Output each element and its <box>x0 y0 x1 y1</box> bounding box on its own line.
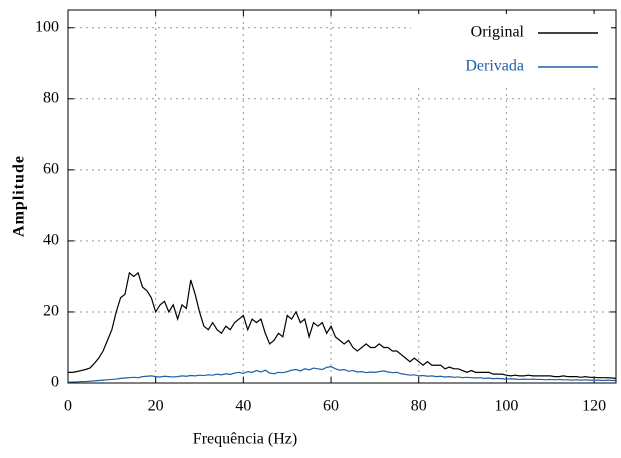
x-tick-label: 120 <box>582 398 606 415</box>
x-tick-label: 100 <box>494 398 518 415</box>
y-tick-label: 100 <box>35 18 59 35</box>
x-tick-label: 0 <box>64 398 72 415</box>
x-tick-label: 40 <box>235 398 251 415</box>
y-tick-label: 20 <box>43 303 59 320</box>
legend-box <box>411 14 611 86</box>
legend-label: Derivada <box>465 58 524 75</box>
x-axis-label: Frequência (Hz) <box>193 431 297 448</box>
y-tick-label: 60 <box>43 161 59 178</box>
line-series <box>68 271 617 379</box>
x-tick-label: 20 <box>148 398 164 415</box>
x-tick-label: 60 <box>323 398 339 415</box>
y-tick-label: 40 <box>43 232 59 249</box>
plot-frame <box>67 9 617 384</box>
x-tick-label: 80 <box>411 398 427 415</box>
legend-label: Original <box>471 24 525 41</box>
y-tick-label: 0 <box>51 374 59 391</box>
line-series <box>67 366 616 383</box>
y-axis-label: Amplitude <box>11 155 28 237</box>
y-tick-label: 80 <box>43 89 59 106</box>
